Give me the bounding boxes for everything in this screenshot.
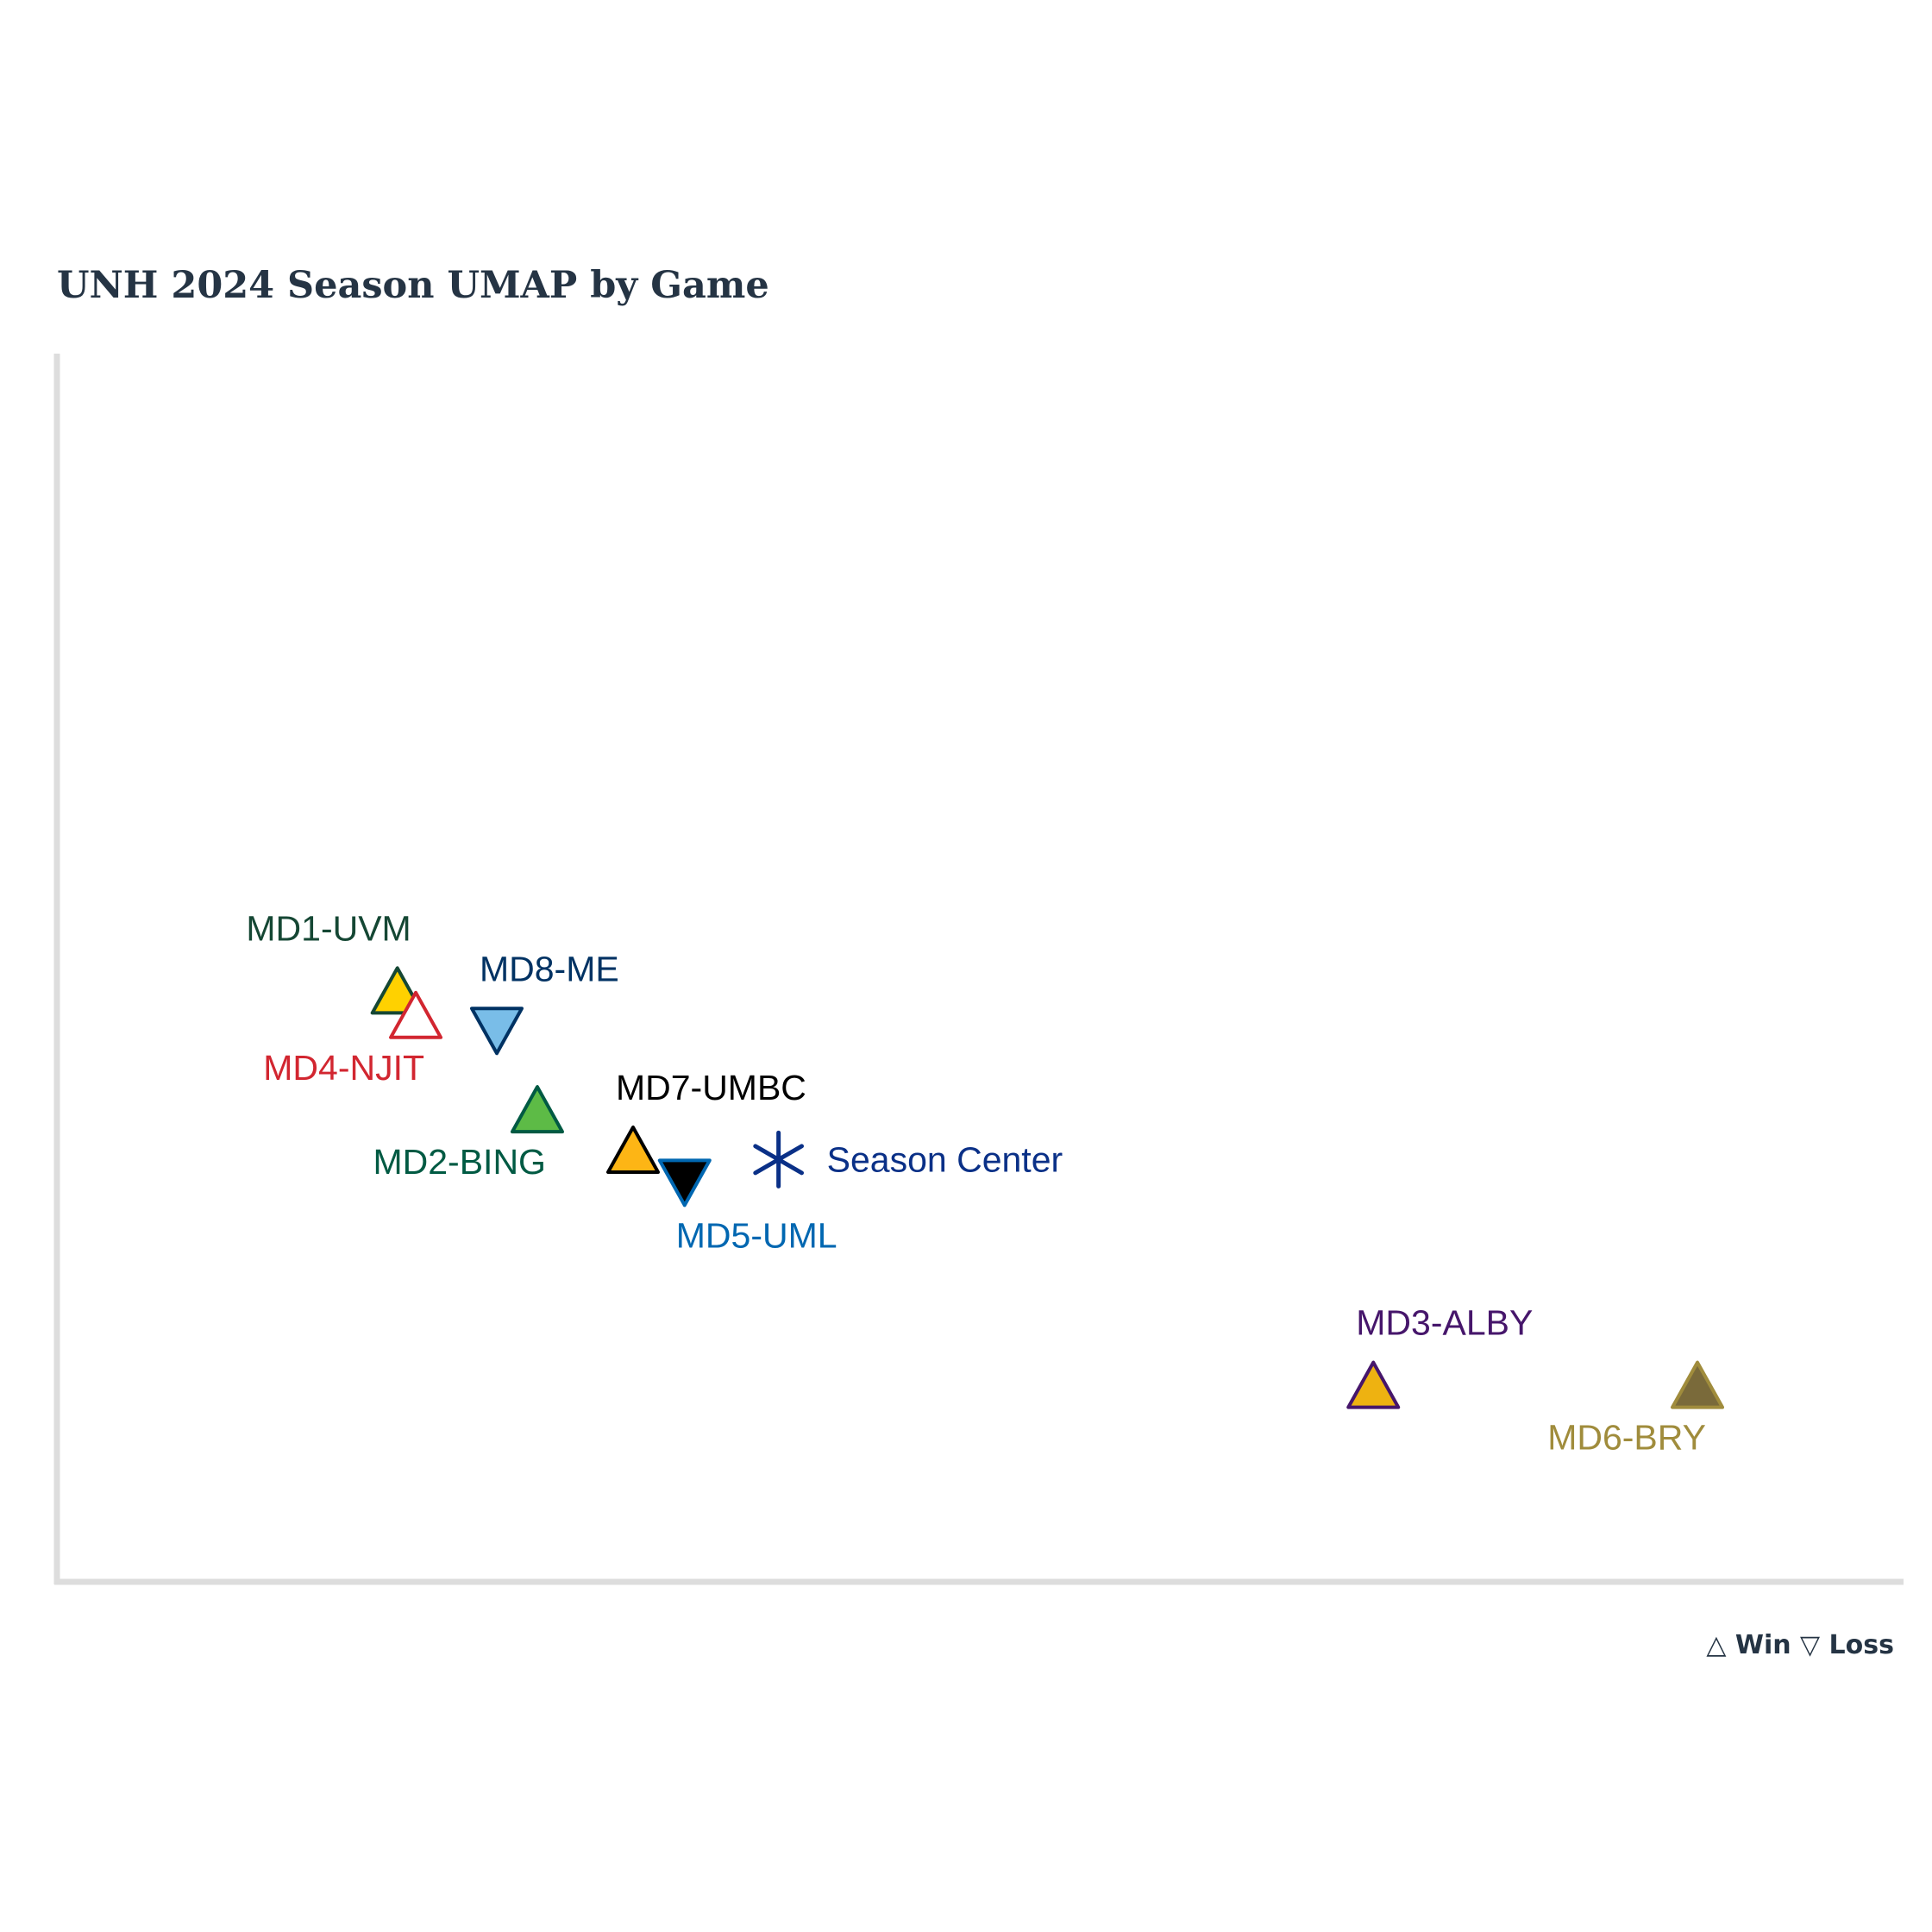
season-center-label: Season Center <box>827 1139 1063 1179</box>
chart-title: UNH 2024 Season UMAP by Game <box>57 264 769 307</box>
game-label-md3-alby: MD3-ALBY <box>1356 1303 1533 1343</box>
game-point-md7-umbc <box>605 1126 660 1174</box>
points-layer: MD1-UVM MD4-NJIT MD8-ME MD2-BING MD7-UMBC MD5… <box>246 908 1725 1458</box>
game-label-md2-bing: MD2-BING <box>373 1142 545 1182</box>
game-point-md4-njit <box>389 990 443 1039</box>
game-label-md5-uml: MD5-UML <box>676 1215 837 1255</box>
season-center-marker <box>753 1130 804 1189</box>
game-label-md6-bry: MD6-BRY <box>1547 1418 1706 1458</box>
game-point-md8-me <box>469 1007 524 1056</box>
win-loss-legend: △ Win ▽ Loss <box>1706 1630 1894 1660</box>
game-point-md5-uml <box>657 1158 712 1208</box>
game-point-md3-alby <box>1346 1360 1401 1409</box>
game-label-md1-uvm: MD1-UVM <box>246 908 411 948</box>
game-point-md2-bing <box>510 1085 564 1134</box>
game-point-md6-bry <box>1671 1360 1725 1409</box>
game-label-md7-umbc: MD7-UMBC <box>616 1068 806 1107</box>
game-label-md4-njit: MD4-NJIT <box>263 1048 424 1088</box>
game-label-md8-me: MD8-ME <box>480 949 619 988</box>
